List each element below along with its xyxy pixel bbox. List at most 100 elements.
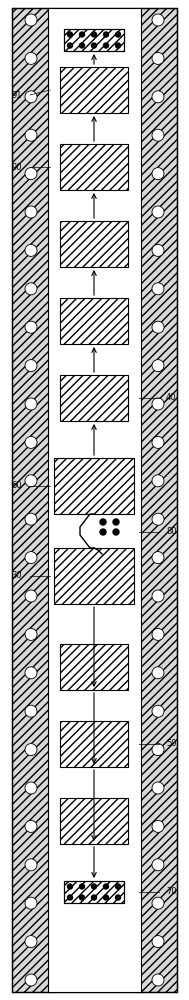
Circle shape bbox=[115, 43, 121, 48]
Circle shape bbox=[25, 667, 37, 679]
Circle shape bbox=[152, 936, 164, 948]
Circle shape bbox=[25, 705, 37, 717]
Circle shape bbox=[152, 513, 164, 525]
Circle shape bbox=[25, 820, 37, 832]
Bar bbox=[60, 798, 128, 844]
Circle shape bbox=[152, 782, 164, 794]
Circle shape bbox=[25, 859, 37, 871]
Bar bbox=[64, 29, 124, 51]
Circle shape bbox=[115, 32, 121, 37]
Circle shape bbox=[25, 283, 37, 295]
Circle shape bbox=[152, 321, 164, 333]
Bar bbox=[60, 221, 128, 267]
Circle shape bbox=[25, 897, 37, 909]
Circle shape bbox=[25, 974, 37, 986]
Circle shape bbox=[25, 321, 37, 333]
Text: 91: 91 bbox=[12, 91, 22, 100]
Circle shape bbox=[25, 436, 37, 448]
Circle shape bbox=[152, 360, 164, 372]
Circle shape bbox=[152, 206, 164, 218]
Bar bbox=[54, 548, 134, 604]
Bar bbox=[60, 144, 128, 190]
Circle shape bbox=[152, 974, 164, 986]
Circle shape bbox=[91, 895, 97, 900]
Circle shape bbox=[25, 244, 37, 256]
Text: 90: 90 bbox=[12, 162, 22, 172]
Circle shape bbox=[25, 206, 37, 218]
Circle shape bbox=[113, 519, 119, 525]
Circle shape bbox=[152, 859, 164, 871]
Circle shape bbox=[25, 628, 37, 640]
Circle shape bbox=[25, 513, 37, 525]
Circle shape bbox=[152, 590, 164, 602]
Circle shape bbox=[67, 895, 73, 900]
Circle shape bbox=[152, 398, 164, 410]
Circle shape bbox=[115, 895, 121, 900]
Circle shape bbox=[25, 129, 37, 141]
Circle shape bbox=[152, 628, 164, 640]
Bar bbox=[54, 458, 134, 514]
Circle shape bbox=[80, 884, 84, 889]
Bar bbox=[60, 721, 128, 767]
Circle shape bbox=[152, 129, 164, 141]
Circle shape bbox=[152, 91, 164, 103]
Bar bbox=[12, 8, 177, 992]
Text: 60: 60 bbox=[11, 482, 22, 490]
Circle shape bbox=[25, 52, 37, 64]
Text: 30: 30 bbox=[11, 572, 22, 580]
Text: 40: 40 bbox=[166, 393, 177, 402]
Circle shape bbox=[25, 168, 37, 180]
Bar bbox=[60, 298, 128, 344]
Circle shape bbox=[152, 283, 164, 295]
Circle shape bbox=[152, 14, 164, 26]
Circle shape bbox=[152, 667, 164, 679]
Circle shape bbox=[104, 884, 108, 889]
Bar bbox=[64, 881, 124, 903]
Circle shape bbox=[152, 436, 164, 448]
Circle shape bbox=[91, 43, 97, 48]
Circle shape bbox=[152, 52, 164, 64]
Circle shape bbox=[152, 168, 164, 180]
Circle shape bbox=[80, 895, 84, 900]
Bar bbox=[64, 881, 124, 903]
Circle shape bbox=[25, 91, 37, 103]
Circle shape bbox=[25, 14, 37, 26]
Text: 70: 70 bbox=[166, 888, 177, 896]
Circle shape bbox=[80, 32, 84, 37]
Circle shape bbox=[25, 475, 37, 487]
Bar bbox=[60, 644, 128, 690]
Circle shape bbox=[25, 552, 37, 564]
Circle shape bbox=[67, 43, 73, 48]
Circle shape bbox=[91, 32, 97, 37]
Circle shape bbox=[25, 744, 37, 756]
Circle shape bbox=[80, 43, 84, 48]
Circle shape bbox=[152, 820, 164, 832]
Circle shape bbox=[113, 529, 119, 535]
Circle shape bbox=[91, 884, 97, 889]
Circle shape bbox=[152, 897, 164, 909]
Bar bbox=[60, 67, 128, 113]
Circle shape bbox=[67, 32, 73, 37]
Circle shape bbox=[152, 475, 164, 487]
Text: 50: 50 bbox=[166, 740, 177, 748]
Circle shape bbox=[67, 884, 73, 889]
Circle shape bbox=[152, 552, 164, 564]
Circle shape bbox=[25, 936, 37, 948]
Circle shape bbox=[25, 398, 37, 410]
Circle shape bbox=[25, 360, 37, 372]
Bar bbox=[48, 8, 141, 992]
Circle shape bbox=[152, 244, 164, 256]
Circle shape bbox=[104, 43, 108, 48]
Circle shape bbox=[25, 590, 37, 602]
Text: 80: 80 bbox=[166, 528, 177, 536]
Circle shape bbox=[100, 519, 106, 525]
Circle shape bbox=[100, 529, 106, 535]
Circle shape bbox=[152, 744, 164, 756]
Circle shape bbox=[115, 884, 121, 889]
Circle shape bbox=[152, 705, 164, 717]
Bar bbox=[60, 375, 128, 421]
Circle shape bbox=[104, 32, 108, 37]
Circle shape bbox=[25, 782, 37, 794]
Bar bbox=[64, 29, 124, 51]
Circle shape bbox=[104, 895, 108, 900]
